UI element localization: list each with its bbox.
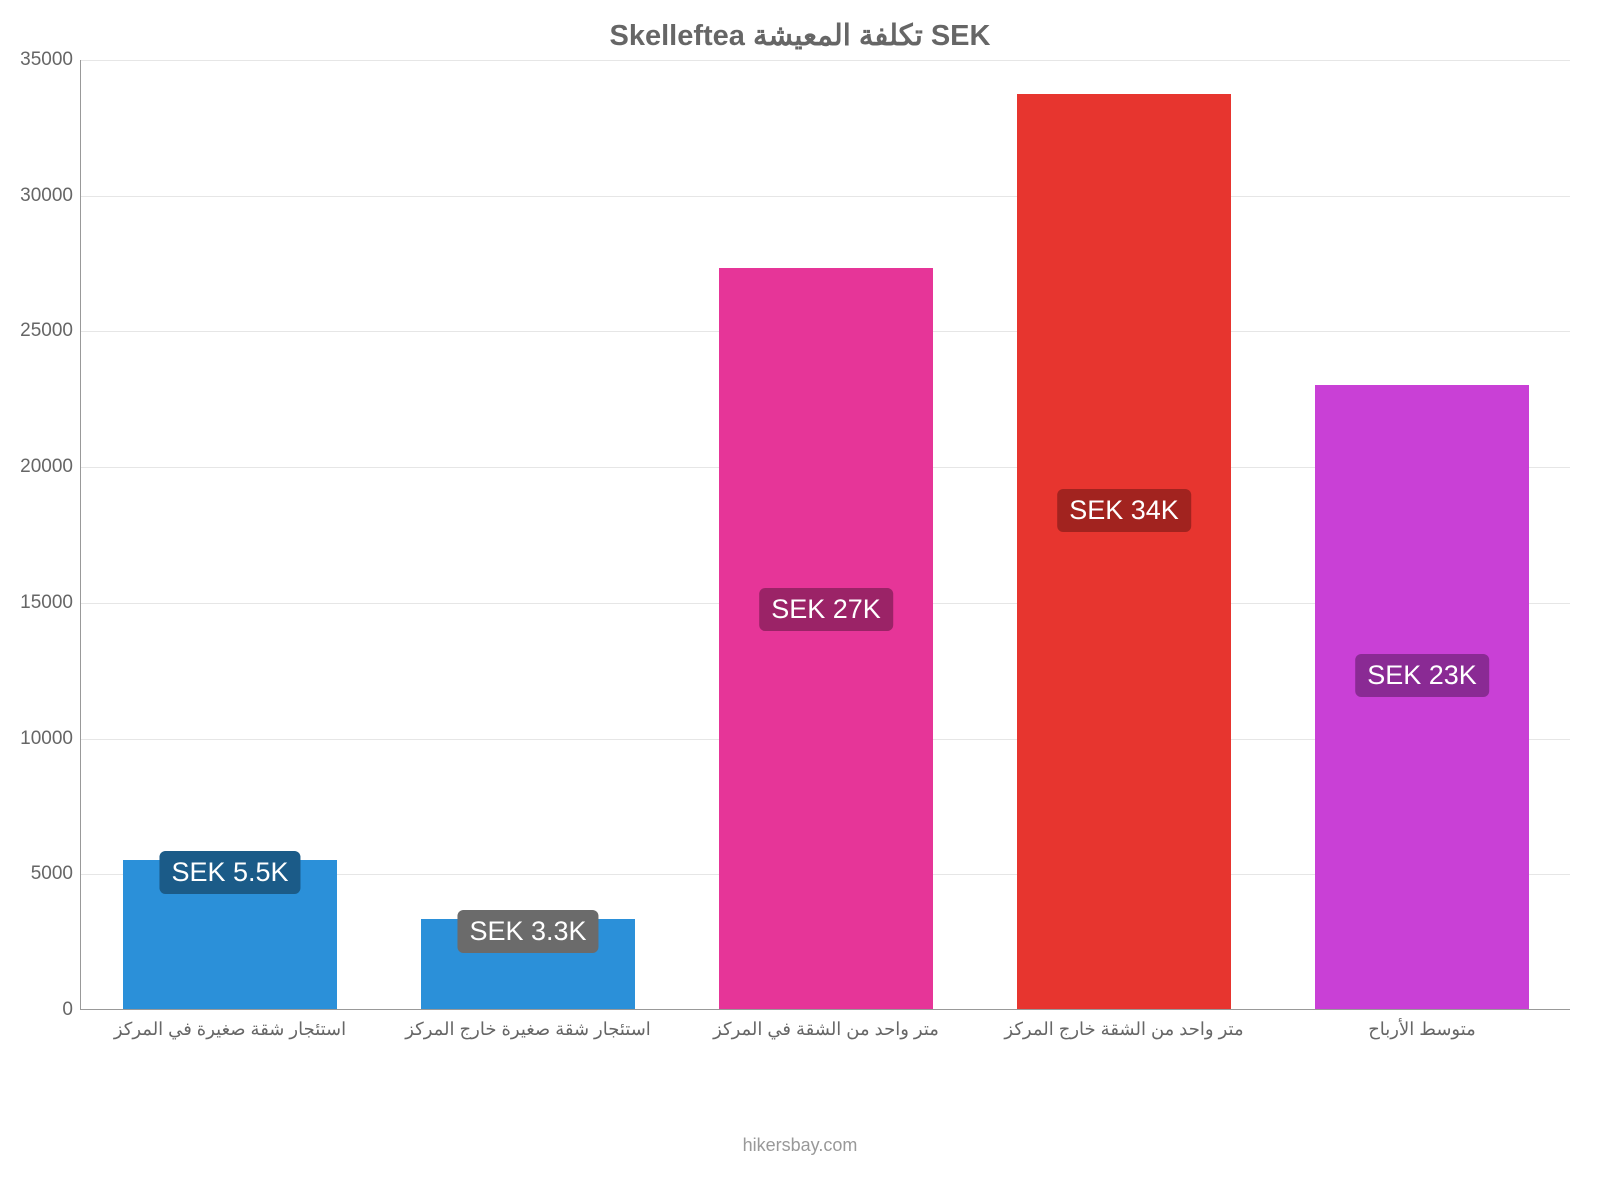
bar-value-label: SEK 23K	[1355, 654, 1489, 697]
ytick-label: 25000	[20, 320, 81, 342]
xtick-label: استئجار شقة صغيرة في المركز	[114, 1009, 346, 1040]
ytick-label: 20000	[20, 456, 81, 478]
xtick-label: متر واحد من الشقة في المركز	[713, 1009, 939, 1040]
bar	[1017, 94, 1232, 1009]
xtick-label: متوسط الأرباح	[1368, 1009, 1476, 1040]
bar-value-label: SEK 27K	[759, 588, 893, 631]
bar-value-label: SEK 34K	[1057, 489, 1191, 532]
bar-value-label: SEK 5.5K	[159, 851, 300, 894]
plot-area: 05000100001500020000250003000035000SEK 5…	[80, 60, 1570, 1010]
ytick-label: 15000	[20, 592, 81, 614]
chart-container: Skelleftea تكلفة المعيشة SEK 05000100001…	[0, 0, 1600, 1200]
bar-value-label: SEK 3.3K	[457, 910, 598, 953]
ytick-label: 35000	[20, 49, 81, 71]
chart-title: Skelleftea تكلفة المعيشة SEK	[0, 18, 1600, 53]
ytick-label: 10000	[20, 728, 81, 750]
xtick-label: متر واحد من الشقة خارج المركز	[1004, 1009, 1243, 1040]
gridline	[81, 196, 1570, 197]
ytick-label: 5000	[31, 863, 81, 885]
gridline	[81, 60, 1570, 61]
ytick-label: 0	[62, 999, 81, 1021]
xtick-label: استئجار شقة صغيرة خارج المركز	[405, 1009, 651, 1040]
ytick-label: 30000	[20, 185, 81, 207]
attribution-text: hikersbay.com	[0, 1135, 1600, 1156]
bar	[719, 268, 934, 1009]
